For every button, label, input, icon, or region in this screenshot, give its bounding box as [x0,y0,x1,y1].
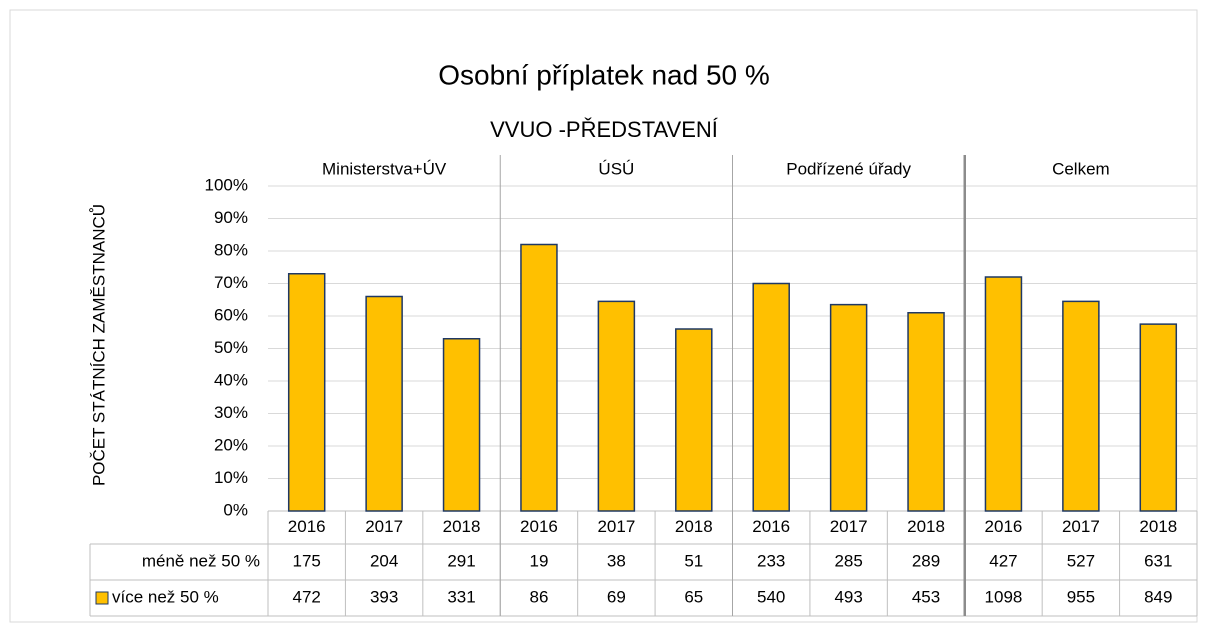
table-value: 472 [293,587,321,606]
table-value: 65 [684,587,703,606]
table-value: 427 [989,551,1017,570]
bar [675,328,713,512]
table-value: 19 [529,551,548,570]
table-value: 204 [370,551,398,570]
table-value: 493 [834,587,862,606]
y-tick-label: 50% [214,338,248,357]
bar [1062,300,1100,512]
table-value: 291 [447,551,475,570]
table-value: 233 [757,551,785,570]
bar [829,303,868,512]
bar [365,295,403,512]
bar [442,338,481,512]
bar [287,273,326,512]
y-tick-label: 70% [214,273,248,292]
x-tick-label: 2016 [520,517,558,536]
table-value: 631 [1144,551,1172,570]
x-tick-label: 2018 [443,517,481,536]
table-value: 51 [684,551,703,570]
chart-subtitle: VVUO -PŘEDSTAVENÍ [490,117,719,142]
legend-label: méně než 50 % [142,551,260,570]
y-tick-label: 100% [205,175,248,194]
table-value: 86 [529,587,548,606]
x-tick-label: 2017 [1062,517,1100,536]
table-value: 540 [757,587,785,606]
x-tick-label: 2017 [597,517,635,536]
group-label: Podřízené úřady [786,159,911,178]
legend-key [95,591,109,605]
table-value: 175 [293,551,321,570]
group-label: Celkem [1052,159,1110,178]
y-tick-label: 90% [214,208,248,227]
table-value: 527 [1067,551,1095,570]
bar [752,282,790,512]
x-tick-label: 2017 [830,517,868,536]
y-tick-label: 80% [214,240,248,259]
group-label: Ministerstva+ÚV [322,159,447,178]
table-value: 285 [834,551,862,570]
y-axis-label: POČET STÁTNÍCH ZAMĚSTNANCŮ [89,204,108,486]
y-tick-label: 20% [214,435,248,454]
chart-title: Osobní příplatek nad 50 % [438,59,770,90]
table-value: 38 [607,551,626,570]
legend-label: více než 50 % [112,587,219,606]
table-value: 69 [607,587,626,606]
x-tick-label: 2016 [985,517,1023,536]
table-value: 453 [912,587,940,606]
table-value: 849 [1144,587,1172,606]
group-label: ÚSÚ [598,159,634,178]
bar [597,300,636,512]
x-tick-label: 2018 [1139,517,1177,536]
y-tick-label: 30% [214,403,248,422]
bar [1139,323,1178,512]
table-value: 955 [1067,587,1095,606]
bar [907,312,945,512]
x-tick-label: 2016 [288,517,326,536]
x-tick-label: 2016 [752,517,790,536]
bar [984,276,1023,512]
y-tick-label: 0% [223,500,248,519]
bar [520,243,558,512]
y-tick-label: 10% [214,468,248,487]
x-tick-label: 2017 [365,517,403,536]
y-tick-label: 40% [214,370,248,389]
table-value: 393 [370,587,398,606]
x-tick-label: 2018 [675,517,713,536]
x-tick-label: 2018 [907,517,945,536]
table-value: 331 [447,587,475,606]
y-tick-label: 60% [214,305,248,324]
table-value: 289 [912,551,940,570]
table-value: 1098 [985,587,1023,606]
